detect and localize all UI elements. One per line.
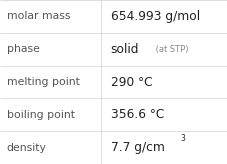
Text: phase: phase <box>7 44 39 54</box>
Text: boiling point: boiling point <box>7 110 74 120</box>
Text: molar mass: molar mass <box>7 11 70 21</box>
Text: solid: solid <box>110 43 138 56</box>
Text: (at STP): (at STP) <box>152 45 188 54</box>
Text: 290 °C: 290 °C <box>110 75 152 89</box>
Text: 7.7 g/cm: 7.7 g/cm <box>110 141 164 154</box>
Text: melting point: melting point <box>7 77 79 87</box>
Text: density: density <box>7 143 47 153</box>
Text: 3: 3 <box>180 134 185 143</box>
Text: 356.6 °C: 356.6 °C <box>110 108 163 121</box>
Text: 654.993 g/mol: 654.993 g/mol <box>110 10 199 23</box>
